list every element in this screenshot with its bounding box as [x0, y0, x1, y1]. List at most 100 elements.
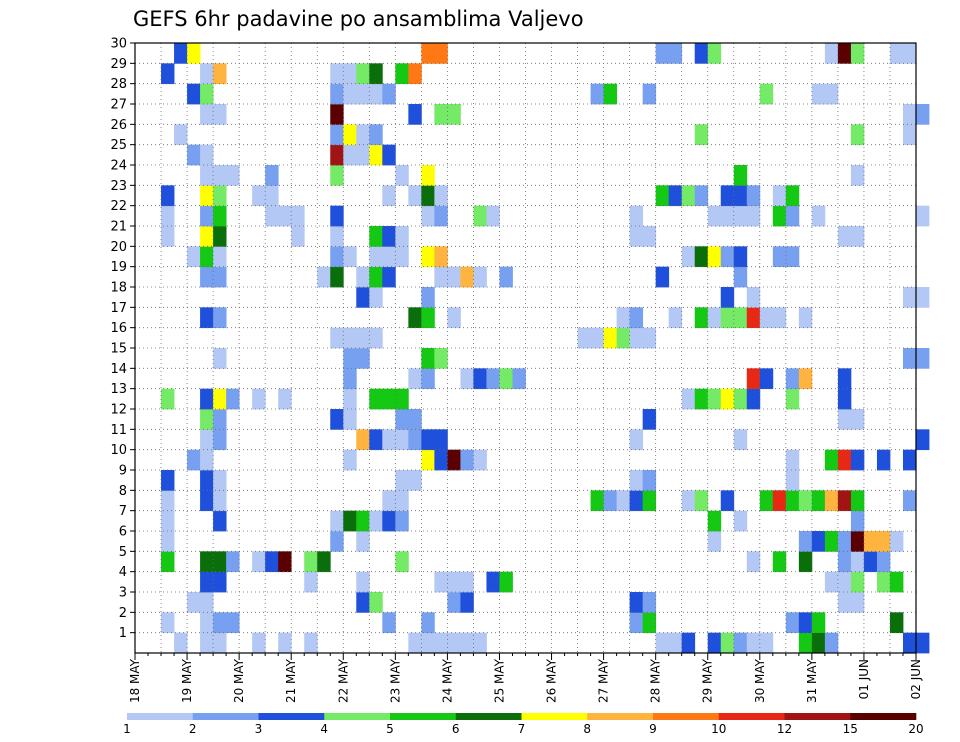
heatmap-cell: [252, 388, 266, 410]
x-tick-label: 29 MAY: [701, 658, 715, 703]
heatmap-cell: [629, 429, 644, 451]
heatmap-cell: [304, 571, 318, 593]
heatmap-cell: [811, 632, 826, 654]
heatmap-cell: [369, 266, 383, 288]
heatmap-cell: [824, 490, 839, 512]
heatmap-cell: [421, 246, 435, 268]
heatmap-cell: [278, 632, 292, 654]
heatmap-cell: [408, 185, 422, 207]
heatmap-cell: [395, 409, 409, 430]
heatmap-cell: [916, 104, 930, 125]
heatmap-cell: [720, 185, 735, 207]
heatmap-cell: [200, 409, 214, 430]
heatmap-cell: [213, 165, 227, 186]
y-tick-label: 18: [110, 281, 127, 296]
heatmap-cell: [460, 368, 474, 390]
y-tick-label: 4: [119, 565, 127, 580]
heatmap-cell: [343, 388, 357, 410]
heatmap-cell: [850, 510, 865, 532]
heatmap-cell: [707, 510, 722, 532]
heatmap-cell: [824, 83, 839, 105]
heatmap-cell: [916, 287, 930, 308]
heatmap-cell: [837, 409, 852, 430]
heatmap-cell: [460, 449, 474, 471]
heatmap-cell: [200, 226, 214, 247]
heatmap-cell: [889, 571, 904, 593]
heatmap-cell: [200, 246, 214, 268]
heatmap-cell: [785, 205, 800, 227]
y-tick-label: 28: [110, 77, 127, 92]
heatmap-cell: [733, 510, 748, 532]
heatmap-cell: [785, 612, 800, 634]
heatmap-cell: [447, 307, 461, 329]
heatmap-cell: [668, 307, 683, 329]
heatmap-cell: [421, 205, 435, 227]
heatmap-cell: [798, 632, 813, 654]
heatmap-cell: [395, 551, 409, 573]
heatmap-cell: [720, 632, 735, 654]
heatmap-cell: [395, 388, 409, 410]
heatmap-cell: [798, 490, 813, 512]
heatmap-cell: [668, 43, 683, 64]
heatmap-cell: [473, 205, 487, 227]
heatmap-cell: [213, 571, 227, 593]
heatmap-cell: [200, 165, 214, 186]
heatmap-cell: [395, 510, 409, 532]
heatmap-cell: [421, 632, 435, 654]
heatmap-cell: [694, 246, 709, 268]
heatmap-cell: [434, 104, 448, 125]
heatmap-cell: [603, 327, 618, 349]
heatmap-cell: [590, 83, 604, 105]
heatmap-cell: [707, 531, 722, 552]
heatmap-cell: [304, 632, 318, 654]
y-tick-label: 23: [110, 179, 127, 194]
heatmap-cell: [382, 83, 396, 105]
heatmap-cell: [174, 43, 188, 64]
heatmap-cell: [369, 246, 383, 268]
heatmap-cell: [902, 632, 917, 654]
heatmap-cell: [850, 490, 865, 512]
heatmap-cell: [421, 612, 435, 634]
heatmap-cell: [200, 388, 214, 410]
x-tick-label: 28 MAY: [649, 658, 663, 703]
chart-title: GEFS 6hr padavine po ansamblima Valjevo: [133, 7, 584, 31]
colorbar-segment: [192, 713, 259, 720]
heatmap-cell: [916, 429, 930, 451]
heatmap-cell: [200, 205, 214, 227]
x-tick-label: 23 MAY: [388, 658, 402, 703]
heatmap-cell: [512, 368, 526, 390]
heatmap-cell: [733, 307, 748, 329]
heatmap-cell: [447, 632, 461, 654]
heatmap-cell: [330, 205, 344, 227]
heatmap-cell: [785, 185, 800, 207]
heatmap-cell: [902, 43, 917, 64]
heatmap-cell: [785, 368, 800, 390]
heatmap-cell: [369, 63, 383, 85]
heatmap-cell: [837, 368, 852, 390]
heatmap-cell: [772, 551, 787, 573]
colorbar-label: 7: [518, 722, 526, 736]
heatmap-cell: [824, 43, 839, 64]
x-tick-label: 25 MAY: [492, 658, 506, 703]
heatmap-cell: [850, 592, 865, 613]
heatmap-cell: [421, 165, 435, 186]
heatmap-cell: [252, 185, 266, 207]
heatmap-cell: [785, 470, 800, 491]
heatmap-cell: [785, 388, 800, 410]
heatmap-cell: [330, 409, 344, 430]
heatmap-cell: [681, 388, 696, 410]
heatmap-cell: [395, 226, 409, 247]
heatmap-cell: [213, 63, 227, 85]
heatmap-cell: [213, 551, 227, 573]
heatmap-cell: [811, 83, 826, 105]
heatmap-cell: [330, 104, 344, 125]
heatmap-cell: [434, 348, 448, 369]
heatmap-cell: [356, 510, 370, 532]
colorbar-label: 5: [386, 722, 394, 736]
heatmap-cell: [434, 429, 448, 451]
heatmap-cell: [694, 124, 709, 146]
heatmap-cell: [330, 531, 344, 552]
heatmap-cell: [720, 388, 735, 410]
heatmap-cell: [200, 185, 214, 207]
